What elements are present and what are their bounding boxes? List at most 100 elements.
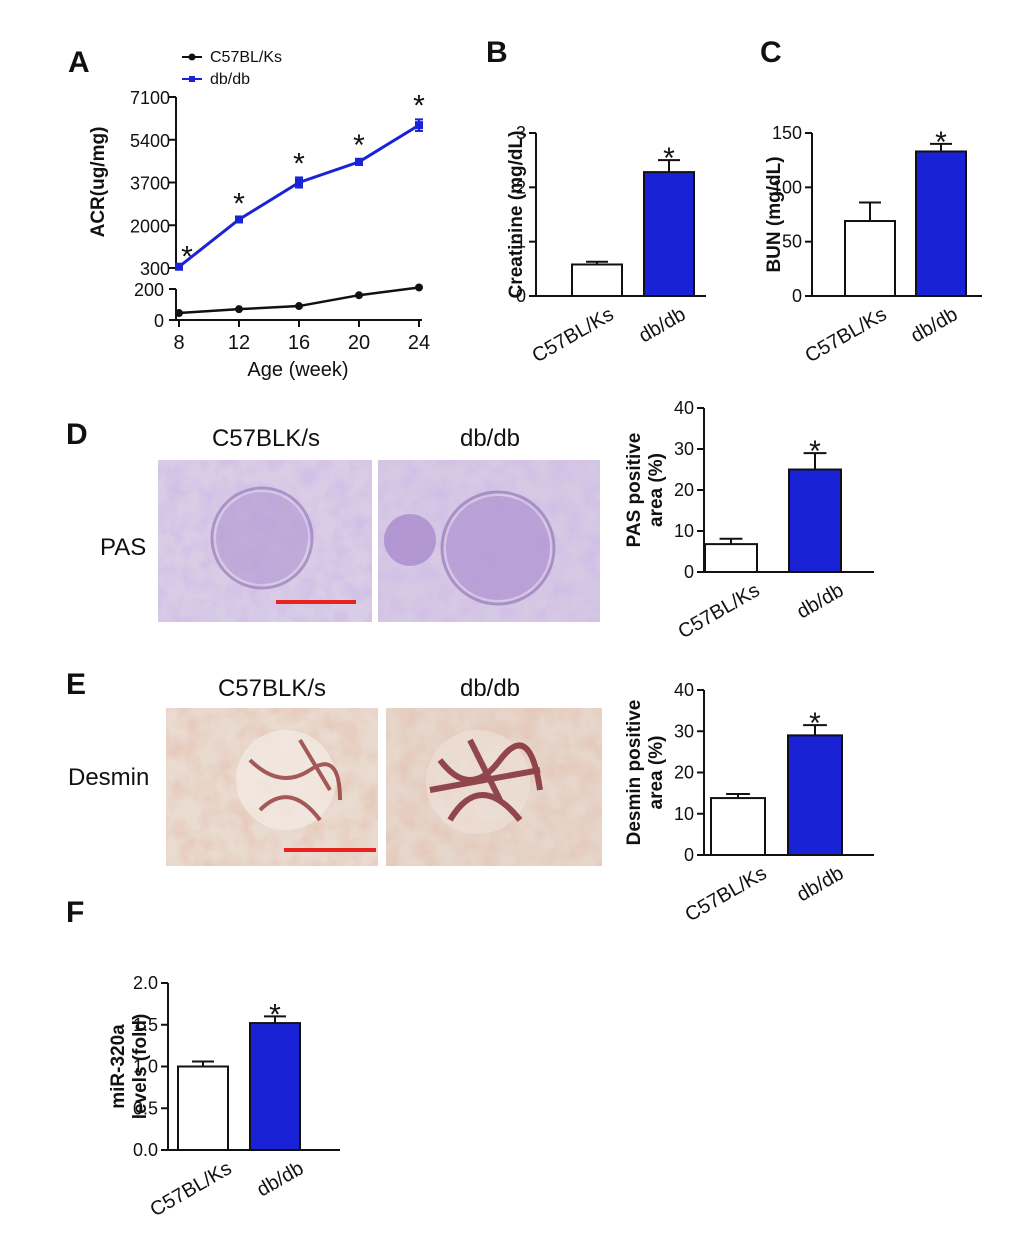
pas-image-dbdb bbox=[378, 460, 600, 622]
category-label: db/db bbox=[793, 862, 847, 906]
data-point-dbdb bbox=[295, 178, 303, 187]
y-tick-label: 0.5 bbox=[133, 1098, 158, 1118]
x-tick-label: 16 bbox=[288, 332, 310, 354]
bar-dbdb bbox=[787, 734, 843, 856]
significance-star: * bbox=[413, 89, 425, 122]
y-tick-label: 150 bbox=[772, 123, 802, 143]
y-tick-label: 20 bbox=[674, 763, 694, 783]
y-tick-label: 1.5 bbox=[133, 1015, 158, 1035]
pas-col-label-control: C57BLK/s bbox=[212, 425, 320, 452]
x-tick-label: 8 bbox=[173, 332, 184, 354]
bar-dbdb bbox=[788, 468, 842, 573]
y-tick-label: 0 bbox=[516, 286, 526, 306]
bar-control bbox=[844, 220, 896, 298]
desmin-col-label-control: C57BLK/s bbox=[218, 675, 326, 702]
significance-star: * bbox=[269, 998, 281, 1031]
data-point-control bbox=[175, 309, 183, 318]
desmin-col-label-dbdb: db/db bbox=[460, 675, 520, 702]
category-label: db/db bbox=[635, 303, 689, 347]
y-axis-label: BUN (mg/dL) bbox=[764, 156, 785, 272]
y-tick-label: 3 bbox=[516, 123, 526, 143]
data-point-control bbox=[235, 305, 243, 314]
data-point-dbdb bbox=[235, 215, 243, 224]
y-tick-label: 2000 bbox=[130, 216, 170, 236]
significance-star: * bbox=[353, 129, 365, 162]
legend: C57BL/Ks db/db bbox=[182, 49, 282, 88]
legend-marker-dbdb bbox=[189, 76, 195, 82]
significance-star: * bbox=[293, 147, 305, 180]
y-tick-label: 40 bbox=[674, 680, 694, 700]
y-axis-label: area (%) bbox=[646, 453, 667, 527]
pas-image-control bbox=[158, 460, 372, 622]
desmin-area-bar-chart: 0 10 20 30 40 Desmin positive area (%) C57BL/Ks… bbox=[624, 680, 874, 926]
y-tick-label: 50 bbox=[782, 232, 802, 252]
legend-label-control: C57BL/Ks bbox=[210, 49, 282, 66]
x-tick-label: 12 bbox=[228, 332, 250, 354]
significance-star: * bbox=[181, 241, 193, 274]
bar-control bbox=[177, 1065, 229, 1151]
data-point-control bbox=[415, 283, 423, 292]
bar-dbdb bbox=[643, 171, 695, 297]
panel-label-c: C bbox=[760, 36, 782, 69]
y-tick-label: 0 bbox=[792, 286, 802, 306]
bar-dbdb bbox=[249, 1022, 301, 1152]
y-tick-label: 0 bbox=[684, 845, 694, 865]
y-tick-label: 200 bbox=[134, 280, 164, 300]
y-tick-label: 2 bbox=[516, 177, 526, 197]
y-tick-label: 1.0 bbox=[133, 1057, 158, 1077]
y-axis-label: miR-320a bbox=[108, 1024, 129, 1109]
bar-control bbox=[571, 263, 623, 297]
x-axis-label: Age (week) bbox=[247, 359, 348, 381]
significance-star: * bbox=[935, 126, 947, 159]
pas-area-bar-chart: 0 10 20 30 40 PAS positive area (%) C57BL/Ks * db… bbox=[624, 398, 874, 643]
panel-label-f: F bbox=[66, 896, 84, 929]
significance-star: * bbox=[809, 435, 821, 468]
category-label: C57BL/Ks bbox=[147, 1157, 236, 1221]
panel-label-e: E bbox=[66, 668, 86, 701]
y-tick-label: 100 bbox=[772, 177, 802, 197]
y-axis-label: PAS positive bbox=[624, 433, 645, 548]
acr-line-chart: 300 2000 3700 5400 7100 0 200 8 12 16 20 24 Age (wee… bbox=[88, 49, 430, 381]
pas-col-label-dbdb: db/db bbox=[460, 425, 520, 452]
panel-label-a: A bbox=[68, 46, 90, 79]
y-tick-label: 7100 bbox=[130, 88, 170, 108]
bar-control bbox=[710, 797, 766, 857]
y-tick-label: 1 bbox=[516, 232, 526, 252]
pas-micrograph-panel: C57BLK/s db/db PAS bbox=[100, 425, 600, 622]
pas-row-label: PAS bbox=[100, 534, 146, 561]
legend-marker-control bbox=[188, 53, 196, 61]
desmin-image-control bbox=[166, 708, 378, 866]
y-tick-label: 20 bbox=[674, 480, 694, 500]
legend-label-dbdb: db/db bbox=[210, 71, 250, 88]
series-line-dbdb bbox=[178, 123, 420, 268]
y-tick-label: 40 bbox=[674, 398, 694, 418]
category-label: C57BL/Ks bbox=[682, 862, 771, 926]
y-tick-label: 0 bbox=[684, 562, 694, 582]
y-tick-label: 30 bbox=[674, 721, 694, 741]
category-label: C57BL/Ks bbox=[529, 303, 618, 367]
y-tick-label: 0.0 bbox=[133, 1140, 158, 1160]
y-tick-label: 300 bbox=[140, 259, 170, 279]
y-axis-label: Desmin positive bbox=[624, 700, 645, 846]
y-tick-label: 0 bbox=[154, 311, 164, 331]
category-label: db/db bbox=[907, 303, 961, 347]
y-axis-label: levels (fold) bbox=[130, 1014, 151, 1120]
data-point-dbdb bbox=[175, 262, 183, 271]
panel-label-b: B bbox=[486, 36, 508, 69]
y-axis-label: ACR(ug/mg) bbox=[88, 127, 109, 238]
significance-star: * bbox=[663, 142, 675, 175]
y-tick-label: 5400 bbox=[130, 131, 170, 151]
desmin-micrograph-panel: C57BLK/s db/db Desmin bbox=[68, 675, 602, 866]
y-tick-label: 10 bbox=[674, 804, 694, 824]
x-tick-label: 20 bbox=[348, 332, 370, 354]
y-axis-label: area (%) bbox=[646, 736, 667, 810]
desmin-image-dbdb bbox=[386, 708, 602, 866]
x-tick-label: 24 bbox=[408, 332, 430, 354]
significance-star: * bbox=[809, 707, 821, 740]
category-label: db/db bbox=[253, 1157, 307, 1201]
category-label: C57BL/Ks bbox=[675, 579, 764, 643]
bar-dbdb bbox=[915, 150, 967, 297]
bun-bar-chart: 0 50 100 150 BUN (mg/dL) C57BL/Ks * db/db bbox=[764, 123, 982, 367]
